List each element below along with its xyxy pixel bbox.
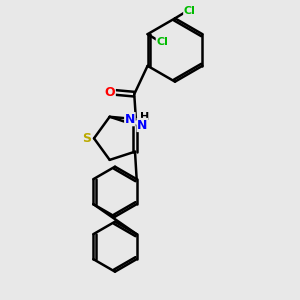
Text: N: N <box>137 118 148 131</box>
Text: S: S <box>82 132 91 145</box>
Text: Cl: Cl <box>184 6 196 16</box>
Text: N: N <box>125 113 135 126</box>
Text: Cl: Cl <box>156 37 168 47</box>
Text: O: O <box>105 86 115 99</box>
Text: H: H <box>140 112 149 122</box>
